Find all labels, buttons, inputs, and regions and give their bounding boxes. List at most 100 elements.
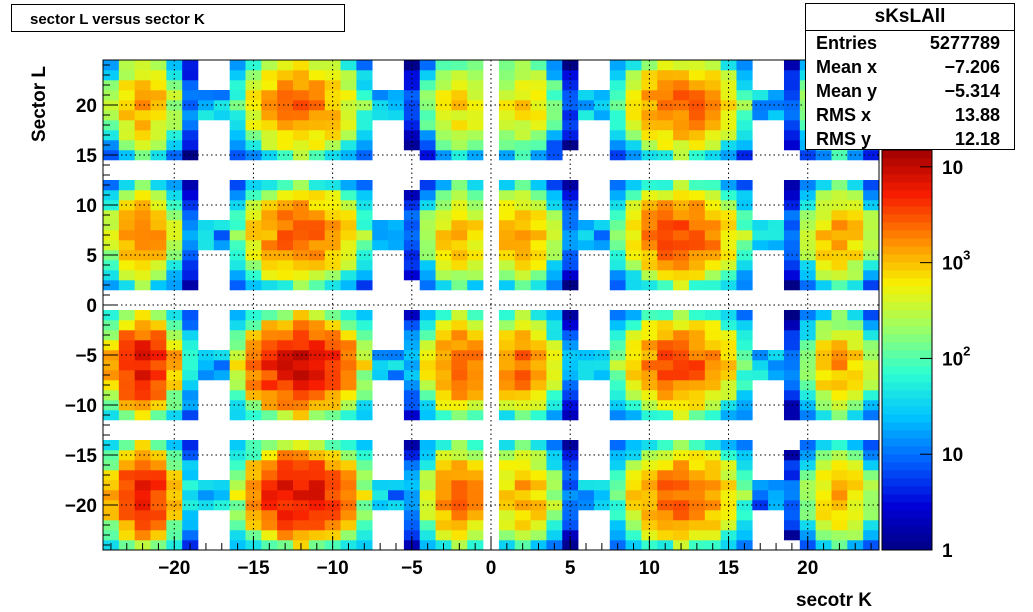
- heatmap-cell: [546, 60, 563, 71]
- heatmap-cell: [293, 260, 310, 271]
- heatmap-cell: [673, 490, 690, 501]
- heatmap-cell: [118, 180, 135, 191]
- heatmap-cell: [498, 70, 516, 81]
- heatmap-cell: [720, 340, 737, 351]
- heatmap-cell: [546, 210, 563, 221]
- heatmap-cell: [245, 490, 262, 501]
- heatmap-cell: [134, 490, 151, 501]
- heatmap-cell: [182, 110, 199, 121]
- heatmap-cell: [720, 270, 737, 281]
- heatmap-cell: [609, 460, 626, 471]
- heatmap-cell: [403, 140, 421, 151]
- heatmap-cell: [783, 390, 801, 401]
- heatmap-cell: [799, 350, 816, 361]
- palette-swatch: [882, 374, 932, 383]
- heatmap-cell: [641, 340, 658, 351]
- heatmap-cell: [340, 480, 357, 491]
- heatmap-cell: [530, 90, 547, 101]
- heatmap-cell: [356, 190, 373, 201]
- heatmap-cell: [435, 180, 452, 191]
- heatmap-cell: [103, 330, 120, 341]
- palette-swatch: [882, 342, 932, 351]
- heatmap-cell: [704, 450, 721, 461]
- heatmap-cell: [388, 490, 405, 501]
- heatmap-cell: [562, 140, 579, 151]
- heatmap-cell: [435, 340, 452, 351]
- heatmap-cell: [403, 220, 421, 231]
- heatmap-cell: [673, 80, 690, 91]
- heatmap-cell: [625, 320, 642, 331]
- heatmap-cell: [324, 410, 341, 421]
- heatmap-cell: [863, 150, 880, 161]
- heatmap-cell: [435, 140, 452, 151]
- heatmap-cell: [673, 510, 690, 521]
- heatmap-cell: [277, 190, 294, 201]
- palette-swatch: [882, 382, 932, 391]
- heatmap-cell: [641, 70, 658, 81]
- heatmap-cell: [118, 190, 135, 201]
- heatmap-cell: [261, 530, 278, 541]
- x-tick-label: 15: [718, 558, 740, 579]
- heatmap-cell: [118, 440, 135, 451]
- heatmap-cell: [688, 260, 706, 271]
- heatmap-cell: [118, 510, 135, 521]
- heatmap-cell: [150, 340, 167, 351]
- heatmap-cell: [578, 500, 595, 511]
- heatmap-cell: [704, 470, 721, 481]
- heatmap-cell: [435, 310, 452, 321]
- heatmap-cell: [166, 220, 183, 231]
- heatmap-cell: [166, 390, 183, 401]
- heatmap-cell: [435, 70, 452, 81]
- heatmap-cell: [229, 240, 246, 251]
- heatmap-cell: [435, 370, 452, 381]
- heatmap-cell: [609, 90, 626, 101]
- heatmap-cell: [340, 60, 357, 71]
- heatmap-cell: [403, 310, 421, 321]
- heatmap-cell: [451, 110, 468, 121]
- heatmap-cell: [356, 370, 373, 381]
- heatmap-cell: [356, 90, 373, 101]
- heatmap-cell: [356, 270, 373, 281]
- heatmap-cell: [688, 480, 706, 491]
- heatmap-cell: [419, 470, 436, 481]
- heatmap-cell: [815, 370, 832, 381]
- heatmap-cell: [166, 360, 183, 371]
- heatmap-cell: [799, 310, 816, 321]
- heatmap-cell: [799, 400, 816, 411]
- heatmap-cell: [340, 80, 357, 91]
- heatmap-cell: [134, 440, 151, 451]
- heatmap-cell: [451, 370, 468, 381]
- heatmap-cell: [815, 310, 832, 321]
- heatmap-cell: [134, 240, 151, 251]
- heatmap-cell: [134, 150, 151, 161]
- heatmap-cell: [467, 80, 484, 91]
- heatmap-cell: [229, 470, 246, 481]
- heatmap-cell: [498, 390, 516, 401]
- heatmap-cell: [562, 80, 579, 91]
- heatmap-cell: [514, 90, 531, 101]
- heatmap-cell: [831, 360, 848, 371]
- heatmap-cell: [403, 320, 421, 331]
- palette-swatch: [882, 238, 932, 247]
- heatmap-cell: [831, 230, 848, 241]
- heatmap-cell: [134, 230, 151, 241]
- heatmap-cell: [182, 220, 199, 231]
- heatmap-cell: [498, 190, 516, 201]
- heatmap-cell: [103, 340, 120, 351]
- heatmap-cell: [514, 210, 531, 221]
- heatmap-cell: [593, 90, 611, 101]
- heatmap-cell: [768, 490, 785, 501]
- heatmap-cell: [657, 120, 674, 131]
- heatmap-cell: [403, 520, 421, 531]
- heatmap-cell: [229, 140, 246, 151]
- palette-swatch: [882, 334, 932, 343]
- heatmap-cell: [625, 250, 642, 261]
- heatmap-cell: [229, 150, 246, 161]
- palette-tick-label: 102: [942, 343, 970, 370]
- heatmap-cell: [245, 450, 262, 461]
- heatmap-cell: [308, 210, 326, 221]
- heatmap-cell: [356, 110, 373, 121]
- heatmap-cell: [103, 60, 120, 71]
- heatmap-cell: [498, 280, 516, 291]
